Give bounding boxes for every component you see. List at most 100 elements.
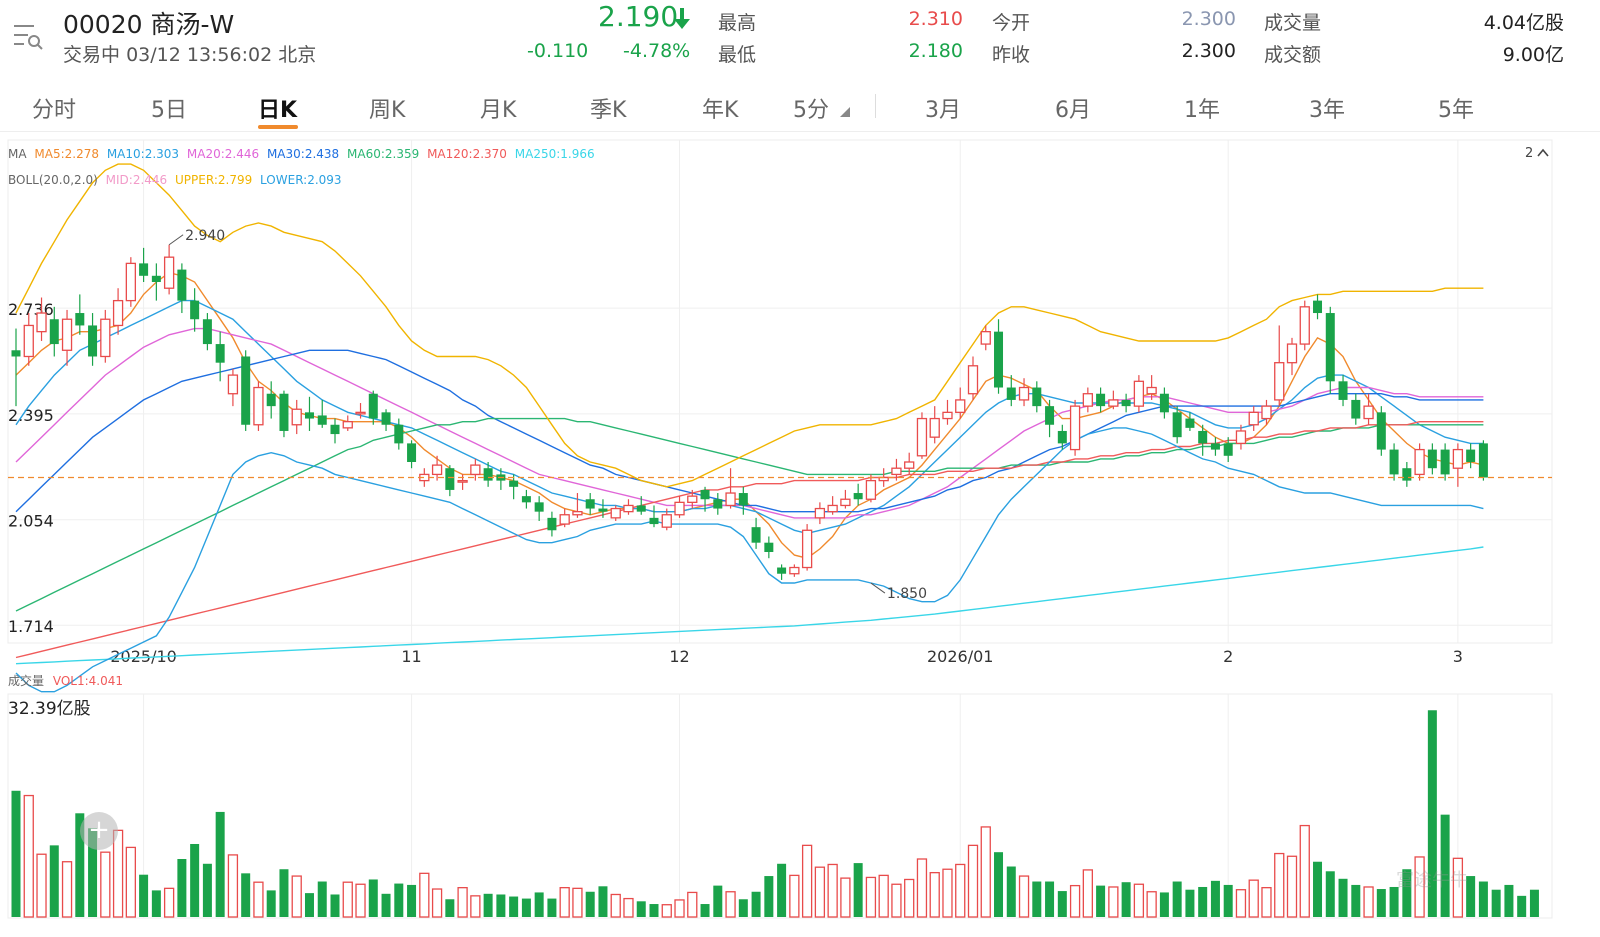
boll-legend-title: BOLL(20.0,2.0) — [8, 173, 98, 187]
volume-bar-down — [241, 873, 251, 917]
volume-bar-up — [1452, 857, 1464, 918]
tab-5min[interactable]: 5分 — [793, 92, 850, 124]
volume-bar-down — [88, 828, 98, 917]
volume-bar-down — [1491, 889, 1501, 917]
volume-bar-up — [967, 844, 979, 918]
candle-down — [1057, 430, 1067, 444]
volume-bar-up — [1235, 889, 1247, 918]
candle-up — [814, 507, 826, 519]
trading-status: 交易中 03/12 13:56:02 北京 — [63, 40, 316, 67]
volume-bar-up — [687, 891, 698, 918]
volume-bar-up — [36, 853, 47, 918]
candle-down — [1478, 443, 1488, 478]
volume-bar-up — [470, 895, 481, 918]
tab-yearly-k[interactable]: 年K — [702, 98, 739, 123]
candle-up — [687, 495, 698, 503]
volume-legend-vol1: VOL1:4.041 — [52, 674, 124, 688]
status-datetime: 03/12 13:56:02 北京 — [126, 44, 317, 66]
volume-bar-up — [1018, 875, 1030, 918]
candle-up — [36, 312, 47, 333]
tab-3month[interactable]: 3月 — [925, 98, 961, 123]
volume-legend-title: 成交量 — [8, 674, 45, 688]
tab-5min-label: 5分 — [793, 98, 829, 123]
tab-intraday[interactable]: 分时 — [32, 98, 77, 123]
candle-down — [1198, 430, 1208, 444]
boll-legend: BOLL(20.0,2.0) MID:2.446 UPPER:2.799 LOW… — [8, 173, 346, 187]
volume-bar-down — [1389, 886, 1399, 917]
candle-up — [227, 374, 239, 395]
volume-bar-down — [1096, 885, 1106, 917]
annotation-leader — [168, 234, 184, 246]
ma-legend-ma10: MA10:2.303 — [106, 147, 180, 161]
tab-5year[interactable]: 5年 — [1438, 98, 1474, 123]
volume-bar-down — [1338, 878, 1348, 917]
candle-down — [1389, 449, 1399, 475]
volume-bar-down — [1402, 869, 1412, 917]
volume-bar-up — [1274, 852, 1285, 918]
high-value: 2.310 — [908, 8, 963, 30]
volume-bar-down — [151, 890, 161, 917]
volume-bar-down — [1121, 882, 1131, 917]
volume-bar-down — [853, 863, 863, 917]
tab-1year[interactable]: 1年 — [1184, 98, 1220, 123]
menu-search-icon[interactable] — [12, 22, 44, 52]
volume-bar-up — [342, 881, 353, 918]
candle-up — [840, 498, 851, 507]
candle-up — [572, 511, 583, 516]
volume-bar-up — [163, 887, 175, 918]
volume-bar-up — [419, 872, 430, 918]
volume-bar-down — [317, 881, 327, 917]
volume-bar-up — [955, 863, 966, 918]
candle-down — [190, 300, 200, 320]
volume-bar-up — [572, 887, 583, 918]
tab-weekly-k[interactable]: 周K — [369, 98, 406, 123]
line-ma20 — [15, 327, 1484, 519]
annotation-label: 1.850 — [887, 586, 927, 602]
tab-3year[interactable]: 3年 — [1309, 98, 1345, 123]
candle-down — [1006, 387, 1016, 400]
volume-bar-down — [1529, 889, 1539, 917]
volume-bar-down — [534, 892, 544, 917]
candle-down — [241, 356, 251, 425]
add-indicator-button[interactable]: + — [80, 812, 118, 850]
candle-down — [1045, 406, 1055, 425]
tab-6month[interactable]: 6月 — [1055, 98, 1091, 123]
candle-down — [509, 480, 519, 487]
tab-monthly-k[interactable]: 月K — [480, 98, 517, 123]
high-label: 最高 — [718, 12, 757, 34]
candle-up — [1069, 405, 1081, 451]
stock-code: 00020 — [63, 10, 143, 39]
tab-quarterly-k[interactable]: 季K — [590, 98, 627, 123]
volume-bar-down — [1478, 881, 1488, 917]
candle-up — [865, 479, 877, 500]
volume-bar-down — [1159, 892, 1169, 917]
tab-5day[interactable]: 5日 — [151, 98, 187, 123]
candle-down — [445, 468, 455, 490]
volume-bar-up — [559, 887, 570, 918]
ma-legend-ma60: MA60:2.359 — [347, 147, 420, 161]
tab-daily-k[interactable]: 日K — [258, 98, 298, 123]
status-text: 交易中 — [63, 44, 121, 66]
volume-bar-down — [1325, 871, 1335, 917]
candle-down — [279, 393, 289, 431]
volume-bar-up — [891, 883, 902, 918]
volume-bar-down — [1172, 881, 1182, 917]
candle-up — [112, 299, 124, 327]
turnover-label: 成交额 — [1264, 44, 1322, 66]
candle-down — [994, 331, 1004, 388]
line-ma10 — [15, 299, 1484, 535]
volume-bar-up — [1069, 884, 1081, 918]
candle-down — [1096, 393, 1106, 407]
candle-up — [1235, 430, 1247, 445]
candle-up — [431, 464, 443, 476]
candle-up — [1414, 448, 1425, 476]
volume-bar-up — [1248, 879, 1259, 918]
candle-down — [177, 269, 187, 301]
candle-up — [827, 504, 838, 513]
volume-bar-down — [139, 874, 149, 917]
candle-down — [1032, 387, 1042, 407]
candle-up — [125, 262, 136, 302]
volume-bar-down — [75, 813, 85, 917]
collapse-indicator-button[interactable]: 2 — [1525, 146, 1550, 161]
